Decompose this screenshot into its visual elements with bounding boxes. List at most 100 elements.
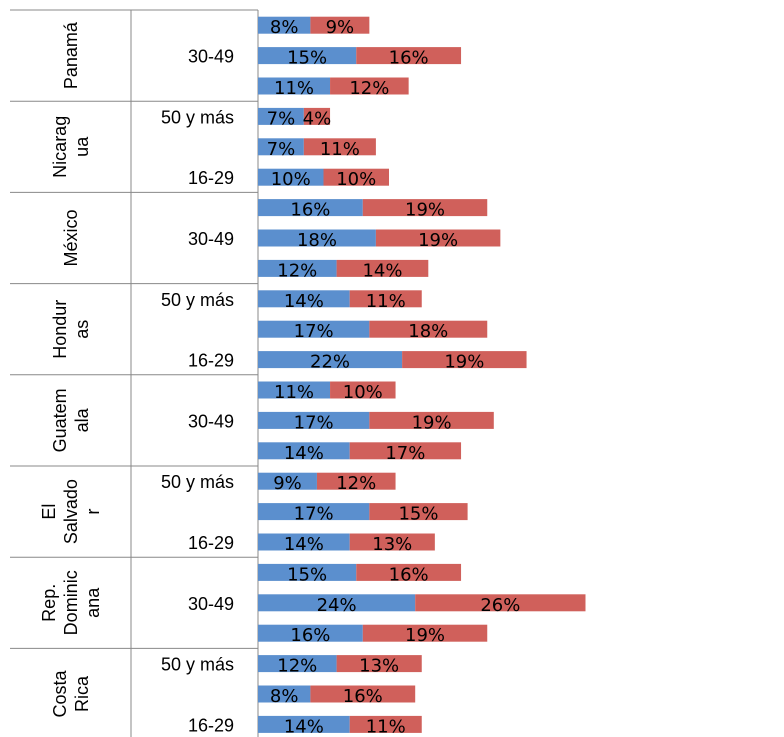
bar-series1 [258, 138, 304, 156]
bar-series1 [258, 229, 376, 247]
data-label-series1: 7% [267, 139, 296, 160]
bar-series1 [258, 563, 357, 581]
bar-series2 [336, 259, 429, 277]
bar-series1 [258, 351, 403, 369]
bar-series1 [258, 533, 350, 551]
data-label-series1: 16% [290, 625, 330, 646]
bar-series2 [323, 168, 389, 186]
bar-series2 [330, 381, 396, 399]
bar-series2 [349, 715, 422, 733]
bar-series2 [310, 16, 370, 34]
bar-series1 [258, 655, 337, 673]
bar-series1 [258, 290, 350, 308]
data-label-series1: 8% [270, 686, 299, 707]
bar-series1 [258, 381, 331, 399]
bar-series2 [336, 655, 422, 673]
age-group-label: 30-49 [188, 411, 234, 431]
country-label: Costa [50, 670, 70, 718]
bar-series1 [258, 472, 317, 490]
data-label-series1: 14% [284, 443, 324, 464]
country-label: r [83, 509, 103, 515]
age-group-label: 50 y más [161, 472, 234, 492]
data-label-series2: 16% [389, 564, 429, 585]
age-group-label: 50 y más [161, 107, 234, 127]
age-group-label: 50 y más [161, 290, 234, 310]
data-label-series2: 13% [372, 534, 412, 555]
bar-series2 [330, 77, 409, 95]
data-label-series1: 14% [284, 291, 324, 312]
bar-series1 [258, 77, 331, 95]
age-group-label: 16-29 [188, 715, 234, 735]
country-label: as [72, 320, 92, 339]
data-label-series1: 14% [284, 534, 324, 555]
data-label-series2: 16% [343, 686, 383, 707]
data-label-series1: 8% [270, 17, 299, 38]
country-label: Hondur [50, 300, 70, 359]
data-label-series2: 15% [398, 504, 438, 525]
data-label-series2: 19% [444, 352, 484, 373]
age-group-label: 30-49 [188, 47, 234, 67]
age-group-label: 30-49 [188, 229, 234, 249]
data-label-series2: 4% [303, 108, 332, 129]
country-label: Rep. [39, 584, 59, 622]
bar-series2 [356, 47, 462, 65]
country-label: ua [72, 136, 92, 157]
data-label-series2: 10% [336, 169, 376, 190]
data-label-series1: 18% [297, 230, 337, 251]
bar-series2 [362, 199, 488, 217]
data-label-series2: 11% [320, 139, 360, 160]
bar-series2 [303, 138, 376, 156]
bar-series1 [258, 320, 370, 338]
bar-series2 [402, 351, 527, 369]
country-label: México [61, 209, 81, 266]
data-label-series2: 11% [366, 716, 406, 737]
data-label-series1: 7% [267, 108, 296, 129]
data-label-series1: 17% [294, 321, 334, 342]
bar-series2 [415, 594, 586, 612]
bar-series1 [258, 715, 350, 733]
bar-series2 [349, 442, 462, 460]
bar-series1 [258, 411, 370, 429]
bar-series2 [356, 563, 462, 581]
bar-series1 [258, 47, 357, 65]
data-label-series2: 19% [418, 230, 458, 251]
bar-series2 [375, 229, 501, 247]
data-label-series1: 12% [277, 260, 317, 281]
country-label: Salvado [61, 479, 81, 544]
bar-series1 [258, 199, 363, 217]
bar-series1 [258, 624, 363, 642]
bar-series1 [258, 107, 304, 125]
age-group-label: 30-49 [188, 594, 234, 614]
data-label-series2: 13% [359, 656, 399, 677]
data-label-series2: 9% [326, 17, 355, 38]
country-label: ala [72, 407, 92, 432]
data-label-series2: 26% [480, 595, 520, 616]
data-label-series2: 12% [336, 473, 376, 494]
country-label: Dominic [61, 570, 81, 635]
age-group-label: 50 y más [161, 655, 234, 675]
category-labels: Panamá 30-49 Nicarag ua 50 y más 16-29 México 3… [39, 21, 234, 735]
bar-series2 [362, 624, 488, 642]
bars: 8% 9% 15% 16% 11% 12% 7% 4% 7% 11% 10% 10% 16% 19% 18%… [258, 16, 586, 737]
country-label: El [39, 504, 59, 520]
bar-series2 [316, 472, 396, 490]
bar-series2 [369, 411, 494, 429]
data-label-series2: 17% [385, 443, 425, 464]
data-label-series2: 16% [389, 48, 429, 69]
data-label-series2: 10% [343, 382, 383, 403]
data-label-series1: 22% [310, 352, 350, 373]
data-label-series1: 15% [287, 564, 327, 585]
data-label-series2: 11% [366, 291, 406, 312]
bar-series2 [303, 107, 331, 125]
data-label-series1: 10% [271, 169, 311, 190]
bar-series2 [369, 320, 488, 338]
bar-series2 [349, 533, 435, 551]
data-label-series1: 11% [274, 78, 314, 99]
data-label-series2: 18% [408, 321, 448, 342]
data-label-series1: 16% [290, 200, 330, 221]
data-label-series2: 19% [405, 200, 445, 221]
country-label: Guatem [50, 388, 70, 452]
data-label-series1: 9% [273, 473, 302, 494]
data-label-series1: 11% [274, 382, 314, 403]
country-label: Rica [72, 675, 92, 712]
